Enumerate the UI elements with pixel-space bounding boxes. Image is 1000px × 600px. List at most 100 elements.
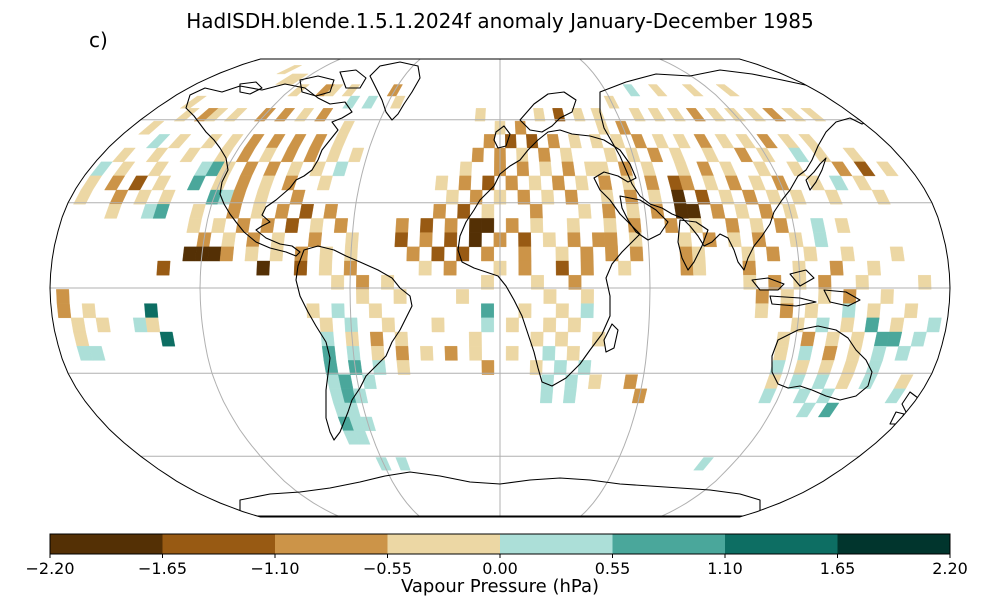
anomaly-cell [651,134,670,149]
anomaly-cell [715,84,740,97]
anomaly-cell [603,218,617,233]
anomaly-cell [273,108,296,122]
anomaly-grid-cells [56,65,942,471]
anomaly-cell [518,303,532,319]
anomaly-cell [603,147,619,163]
anomaly-cell [580,303,594,319]
anomaly-cell [481,317,495,333]
anomaly-cell [223,108,248,122]
anomaly-cell [244,246,259,262]
anomaly-cell [866,260,881,276]
anomaly-cell [742,108,767,122]
anomaly-cell [580,289,594,304]
anomaly-cell [601,204,616,219]
coastline-indonesia [751,269,861,307]
coastline-arctic-islands [239,69,367,97]
anomaly-cell [889,317,905,333]
anomaly-cell [618,260,632,276]
anomaly-cell [800,108,827,122]
anomaly-cell [673,161,691,177]
anomaly-cell [580,260,594,276]
anomaly-cell [765,246,781,262]
coastline-australia [771,325,873,401]
anomaly-cell [677,232,693,248]
anomaly-cell [481,204,495,219]
anomaly-cell [672,134,691,149]
colorbar-swatch [50,534,163,554]
anomaly-cell [630,134,648,149]
anomaly-cell [718,161,738,177]
anomaly-cell [694,189,711,205]
anomaly-cell [817,360,835,375]
anomaly-cell [274,204,290,219]
anomaly-cell [568,275,582,290]
anomaly-cell [159,331,176,347]
anomaly-cell [761,108,787,122]
anomaly-cell [749,218,765,233]
anomaly-cell [179,147,202,163]
anomaly-cell [773,346,789,361]
anomaly-cell [842,147,866,163]
anomaly-cell [577,360,592,375]
anomaly-cell [456,289,470,304]
panel-label: c) [89,28,108,52]
anomaly-cell [686,204,702,219]
anomaly-cell [797,346,814,361]
anomaly-cell [337,120,355,135]
anomaly-cell [173,108,200,122]
anomaly-cell [864,317,880,333]
anomaly-cell [211,218,227,233]
anomaly-cell [597,175,613,191]
anomaly-cell [591,232,606,248]
anomaly-cell [809,147,832,163]
anomaly-cell [546,134,561,149]
anomaly-cell [419,218,434,233]
anomaly-cell [804,303,819,319]
anomaly-cell [577,204,592,219]
anomaly-cell [262,161,282,177]
anomaly-cell [567,232,581,248]
anomaly-cell [668,147,686,163]
anomaly-cell [840,246,855,262]
anomaly-cell [95,317,111,333]
anomaly-cell [647,108,666,122]
anomaly-cell [870,346,887,361]
anomaly-cell [468,232,482,248]
anomaly-cell [287,134,307,149]
anomaly-cell [562,388,577,404]
anomaly-cell [810,218,826,233]
anomaly-cell [555,303,569,319]
anomaly-cell [543,317,557,333]
anomaly-cell [537,147,551,163]
anomaly-cell [443,260,457,276]
anomaly-cell [469,189,483,205]
anomaly-cell [555,260,569,276]
anomaly-cell [319,317,334,333]
anomaly-cell [531,275,544,290]
anomaly-cell [518,232,532,248]
anomaly-cell [604,232,618,248]
anomaly-cell [829,260,844,276]
colorbar-swatch [837,534,950,554]
anomaly-cell [530,218,544,233]
anomaly-cell [756,134,778,149]
anomaly-cell [517,189,531,205]
anomaly-cell [286,161,304,177]
anomaly-cell [539,161,553,177]
anomaly-cell [516,147,529,163]
anomaly-cell [309,134,328,149]
anomaly-cell [104,204,122,219]
anomaly-cell [200,134,223,149]
anomaly-cell [505,317,519,333]
anomaly-cell [764,374,782,390]
anomaly-cell [469,346,482,361]
anomaly-cell [692,260,707,276]
anomaly-cell [395,457,411,471]
anomaly-cell [875,161,899,177]
coastline-eurafrica [457,129,641,387]
anomaly-cell [127,175,149,191]
anomaly-cell [903,303,919,319]
colorbar-swatch [612,534,725,554]
colorbar-swatch [725,534,838,554]
anomaly-cell [253,189,271,205]
